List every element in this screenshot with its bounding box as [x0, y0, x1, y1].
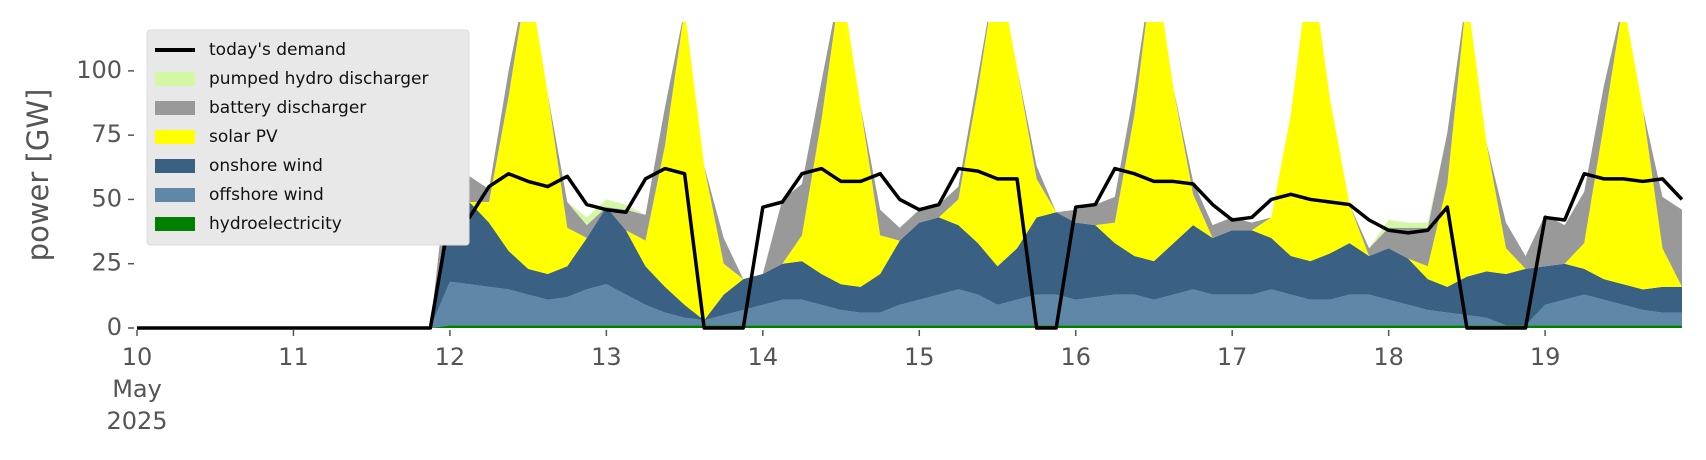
x-tick-label: 14: [748, 343, 779, 371]
legend-label: today's demand: [209, 40, 346, 60]
plot-area: [137, 22, 1684, 330]
legend: [146, 29, 470, 246]
legend-label: onshore wind: [209, 156, 323, 176]
x-tick-label: 15: [904, 343, 935, 371]
legend-label: pumped hydro discharger: [209, 69, 428, 89]
area: [137, 191, 1682, 328]
area: [137, 325, 1682, 328]
area: [137, 22, 1682, 328]
x-tick-label: 12: [435, 343, 466, 371]
y-tick-label: 100: [76, 56, 122, 84]
legend-swatch: [155, 188, 195, 202]
y-tick-label: 0: [107, 313, 122, 341]
x-tick-label-line: 10: [122, 343, 153, 371]
legend-swatch: [155, 130, 195, 144]
y-tick-label: 25: [91, 249, 122, 277]
x-tick-label: 13: [591, 343, 622, 371]
area: [137, 281, 1682, 328]
legend-swatch: [155, 72, 195, 86]
x-tick-label: 10 May 2025: [106, 343, 167, 435]
x-tick-label-line: May: [112, 375, 162, 403]
legend-swatch: [155, 159, 195, 173]
legend-label: offshore wind: [209, 185, 324, 205]
x-tick-label: 16: [1060, 343, 1091, 371]
x-tick-label: 19: [1530, 343, 1561, 371]
legend-swatch: [155, 217, 195, 231]
x-tick-label: 11: [278, 343, 309, 371]
y-tick-label: 75: [91, 120, 122, 148]
legend-label: solar PV: [209, 127, 278, 147]
x-tick-label-line: 2025: [106, 407, 167, 435]
x-tick-label: 18: [1373, 343, 1404, 371]
y-axis-label: power [GW]: [21, 89, 55, 262]
legend-label: hydroelectricity: [209, 214, 342, 234]
demand-line: [137, 166, 1684, 330]
legend-swatch: [155, 101, 195, 115]
y-tick-label: 50: [91, 184, 122, 212]
x-tick-label: 17: [1217, 343, 1248, 371]
legend-label: battery discharger: [209, 98, 366, 118]
